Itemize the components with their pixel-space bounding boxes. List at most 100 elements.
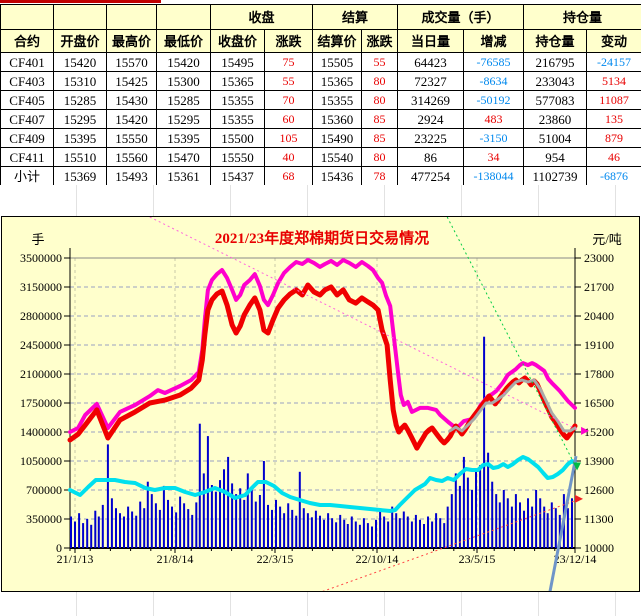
group-header-0[interactable]: 收盘 <box>209 4 314 30</box>
group-header-1[interactable]: 结算 <box>312 4 399 30</box>
col-header-open[interactable]: 开盘价 <box>53 29 107 53</box>
cell-settle[interactable]: 15365 <box>312 71 363 91</box>
cell-contract[interactable]: CF401 <box>0 52 54 72</box>
cell-contract[interactable]: 小计 <box>0 166 54 186</box>
cell-close[interactable]: 15355 <box>210 90 265 110</box>
cell-settle[interactable]: 15360 <box>312 109 363 129</box>
group-header-2[interactable]: 成交量（手） <box>397 4 525 30</box>
cell-oi-change[interactable]: -6876 <box>586 166 641 186</box>
cell-close[interactable]: 15355 <box>210 109 265 129</box>
cell-volume-change[interactable]: 34 <box>463 147 525 167</box>
cell-close-change[interactable]: 70 <box>263 90 314 110</box>
cell-settle[interactable]: 15490 <box>312 128 363 148</box>
cell-oi-change[interactable]: 11087 <box>586 90 641 110</box>
cell-high[interactable]: 15570 <box>106 52 157 72</box>
col-header-oi-change[interactable]: 变动 <box>586 29 641 53</box>
cell-low[interactable]: 15470 <box>156 147 211 167</box>
cell-contract[interactable]: CF407 <box>0 109 54 129</box>
col-header-volume-change[interactable]: 增减 <box>463 29 525 53</box>
cell-settle[interactable]: 15355 <box>312 90 363 110</box>
header-spacer[interactable] <box>53 4 107 30</box>
cell-open[interactable]: 15310 <box>53 71 107 91</box>
cell-low[interactable]: 15295 <box>156 109 211 129</box>
cell-close-change[interactable]: 75 <box>263 52 314 72</box>
cell-volume-change[interactable]: -3150 <box>463 128 525 148</box>
group-header-3[interactable]: 持仓量 <box>523 4 641 30</box>
cell-settle-change[interactable]: 80 <box>361 71 399 91</box>
cell-open-interest[interactable]: 51004 <box>523 128 588 148</box>
header-spacer[interactable] <box>0 4 54 30</box>
col-header-low[interactable]: 最低价 <box>156 29 211 53</box>
cell-open-interest[interactable]: 1102739 <box>523 166 588 186</box>
cell-close-change[interactable]: 55 <box>263 71 314 91</box>
col-header-settle[interactable]: 结算价 <box>312 29 363 53</box>
cell-volume-change[interactable]: -76585 <box>463 52 525 72</box>
cell-settle[interactable]: 15505 <box>312 52 363 72</box>
cell-settle-change[interactable]: 85 <box>361 128 399 148</box>
cell-low[interactable]: 15420 <box>156 52 211 72</box>
cell-settle-change[interactable]: 80 <box>361 90 399 110</box>
cell-volume[interactable]: 64423 <box>397 52 465 72</box>
cell-open-interest[interactable]: 577083 <box>523 90 588 110</box>
cell-open[interactable]: 15510 <box>53 147 107 167</box>
cell-volume-change[interactable]: -138044 <box>463 166 525 186</box>
cell-close[interactable]: 15437 <box>210 166 265 186</box>
cell-settle-change[interactable]: 78 <box>361 166 399 186</box>
col-header-volume[interactable]: 当日量 <box>397 29 465 53</box>
col-header-high[interactable]: 最高价 <box>106 29 157 53</box>
cell-high[interactable]: 15550 <box>106 128 157 148</box>
col-header-open-interest[interactable]: 持仓量 <box>523 29 588 53</box>
cell-volume-change[interactable]: 483 <box>463 109 525 129</box>
cell-open-interest[interactable]: 954 <box>523 147 588 167</box>
cell-close-change[interactable]: 105 <box>263 128 314 148</box>
cell-low[interactable]: 15285 <box>156 90 211 110</box>
cell-settle-change[interactable]: 55 <box>361 52 399 72</box>
cell-volume[interactable]: 72327 <box>397 71 465 91</box>
cell-close-change[interactable]: 68 <box>263 166 314 186</box>
cell-open[interactable]: 15420 <box>53 52 107 72</box>
col-header-close[interactable]: 收盘价 <box>210 29 265 53</box>
cell-settle[interactable]: 15436 <box>312 166 363 186</box>
cell-close[interactable]: 15550 <box>210 147 265 167</box>
cell-volume[interactable]: 477254 <box>397 166 465 186</box>
cell-settle-change[interactable]: 80 <box>361 147 399 167</box>
cell-oi-change[interactable]: 46 <box>586 147 641 167</box>
cell-oi-change[interactable]: 5134 <box>586 71 641 91</box>
cell-open-interest[interactable]: 216795 <box>523 52 588 72</box>
cell-oi-change[interactable]: -24157 <box>586 52 641 72</box>
cell-high[interactable]: 15493 <box>106 166 157 186</box>
cell-contract[interactable]: CF405 <box>0 90 54 110</box>
cell-volume[interactable]: 23225 <box>397 128 465 148</box>
cell-close[interactable]: 15495 <box>210 52 265 72</box>
cell-high[interactable]: 15420 <box>106 109 157 129</box>
cell-close-change[interactable]: 60 <box>263 109 314 129</box>
cell-volume[interactable]: 2924 <box>397 109 465 129</box>
cell-contract[interactable]: CF403 <box>0 71 54 91</box>
cell-volume-change[interactable]: -50192 <box>463 90 525 110</box>
cell-open-interest[interactable]: 23860 <box>523 109 588 129</box>
cell-contract[interactable]: CF411 <box>0 147 54 167</box>
cell-low[interactable]: 15361 <box>156 166 211 186</box>
cell-open[interactable]: 15369 <box>53 166 107 186</box>
cell-high[interactable]: 15425 <box>106 71 157 91</box>
cell-contract[interactable]: CF409 <box>0 128 54 148</box>
header-spacer[interactable] <box>106 4 157 30</box>
cell-volume-change[interactable]: -8634 <box>463 71 525 91</box>
cell-volume[interactable]: 86 <box>397 147 465 167</box>
cell-high[interactable]: 15560 <box>106 147 157 167</box>
col-header-contract[interactable]: 合约 <box>0 29 54 53</box>
cell-close[interactable]: 15365 <box>210 71 265 91</box>
cell-settle[interactable]: 15540 <box>312 147 363 167</box>
cell-close[interactable]: 15500 <box>210 128 265 148</box>
cell-low[interactable]: 15300 <box>156 71 211 91</box>
cell-close-change[interactable]: 40 <box>263 147 314 167</box>
cell-open-interest[interactable]: 233043 <box>523 71 588 91</box>
cell-open[interactable]: 15395 <box>53 128 107 148</box>
cell-open[interactable]: 15285 <box>53 90 107 110</box>
cell-oi-change[interactable]: 135 <box>586 109 641 129</box>
cell-high[interactable]: 15430 <box>106 90 157 110</box>
cell-volume[interactable]: 314269 <box>397 90 465 110</box>
col-header-settle-change[interactable]: 涨跌 <box>361 29 399 53</box>
header-spacer[interactable] <box>156 4 211 30</box>
cell-open[interactable]: 15295 <box>53 109 107 129</box>
